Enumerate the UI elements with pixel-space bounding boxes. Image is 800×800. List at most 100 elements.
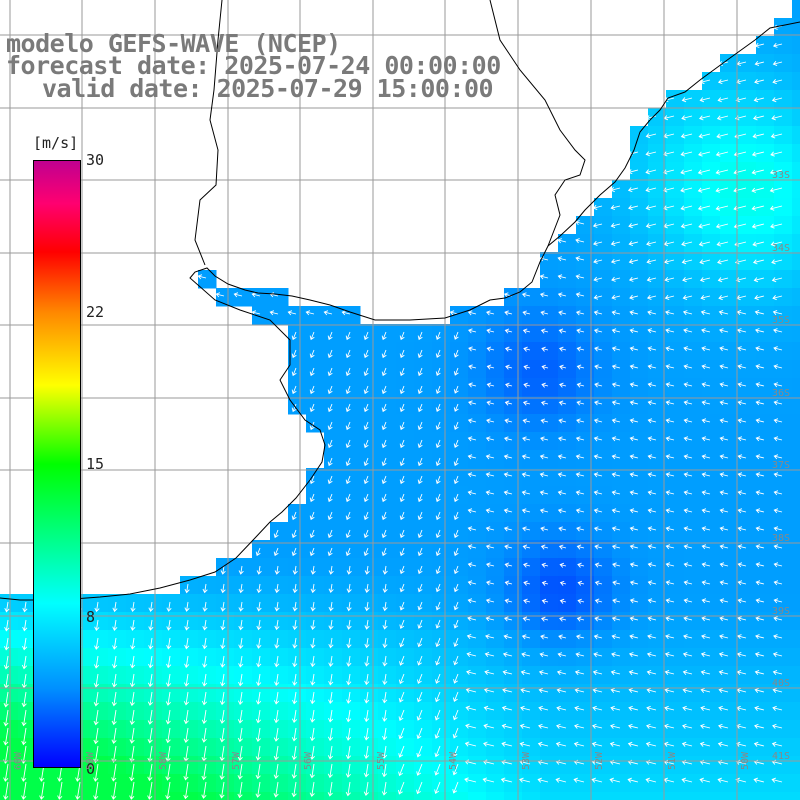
- wind-arrow: [611, 490, 621, 496]
- field-cell: [792, 774, 800, 793]
- field-cell: [306, 612, 325, 631]
- field-cell: [0, 666, 19, 685]
- wind-arrow: [523, 364, 531, 370]
- wind-arrow: [520, 687, 531, 693]
- field-cell: [612, 504, 631, 523]
- field-cell: [558, 450, 577, 469]
- wind-arrow: [682, 310, 693, 316]
- field-cell: [576, 792, 595, 800]
- wind-arrow: [502, 652, 513, 658]
- wind-arrow: [292, 601, 298, 612]
- field-cell: [738, 774, 757, 793]
- field-cell: [702, 540, 721, 559]
- field-cell: [252, 738, 271, 757]
- field-cell: [684, 90, 703, 109]
- field-cell: [198, 720, 217, 739]
- field-cell: [774, 18, 793, 37]
- wind-arrow: [558, 346, 567, 352]
- wind-arrow: [575, 238, 585, 244]
- wind-arrow: [540, 526, 549, 532]
- field-cell: [666, 486, 685, 505]
- field-cell: [468, 306, 487, 325]
- field-cell: [648, 216, 667, 235]
- wind-arrow: [468, 382, 477, 388]
- wind-arrow: [646, 258, 657, 265]
- wind-arrow: [219, 763, 225, 780]
- field-cell: [666, 216, 685, 235]
- wind-arrow: [719, 472, 729, 478]
- wind-arrow: [755, 328, 765, 334]
- field-cell: [702, 594, 721, 613]
- wind-arrow: [111, 673, 118, 688]
- wind-arrow: [501, 741, 513, 747]
- wind-arrow: [381, 403, 387, 413]
- field-cell: [378, 360, 397, 379]
- field-cell: [594, 684, 613, 703]
- wind-arrow: [453, 421, 459, 430]
- field-cell: [774, 450, 793, 469]
- wind-arrow: [772, 42, 783, 48]
- field-cell: [684, 450, 703, 469]
- wind-arrow: [111, 763, 117, 782]
- wind-arrow: [219, 727, 225, 743]
- wind-arrow: [504, 310, 513, 316]
- field-cell: [558, 252, 577, 271]
- field-cell: [486, 702, 505, 721]
- field-cell: [558, 684, 577, 703]
- wind-arrow: [184, 655, 190, 669]
- field-cell: [720, 396, 739, 415]
- wind-arrow: [486, 364, 495, 370]
- field-cell: [738, 666, 757, 685]
- field-cell: [468, 504, 487, 523]
- field-cell: [360, 396, 379, 415]
- field-cell: [576, 234, 595, 253]
- wind-arrow: [166, 655, 172, 669]
- wind-arrow: [274, 655, 280, 668]
- field-cell: [504, 594, 523, 613]
- wind-arrow: [754, 687, 765, 694]
- field-cell: [684, 468, 703, 487]
- wind-arrow: [464, 741, 477, 747]
- wind-arrow: [21, 709, 27, 727]
- wind-arrow: [683, 328, 693, 334]
- field-cell: [540, 792, 559, 800]
- wind-arrow: [647, 418, 657, 424]
- wind-arrow: [751, 205, 765, 211]
- field-cell: [90, 702, 109, 721]
- field-cell: [792, 666, 800, 685]
- wind-arrow: [291, 511, 297, 521]
- wind-arrow: [504, 328, 513, 334]
- field-cell: [414, 612, 433, 631]
- field-cell: [630, 558, 649, 577]
- wind-arrow: [665, 562, 675, 568]
- field-cell: [450, 306, 469, 325]
- wind-arrow: [594, 580, 603, 586]
- field-cell: [792, 756, 800, 775]
- wind-arrow: [538, 670, 549, 676]
- wind-arrow: [559, 364, 567, 370]
- field-cell: [324, 432, 343, 451]
- field-cell: [738, 630, 757, 649]
- wind-arrow: [341, 310, 351, 316]
- wind-arrow: [309, 709, 316, 723]
- wind-arrow: [467, 418, 477, 424]
- field-cell: [270, 630, 289, 649]
- field-cell: [126, 594, 145, 613]
- field-cell: [306, 720, 325, 739]
- wind-arrow: [701, 472, 711, 478]
- field-cell: [558, 396, 577, 415]
- wind-arrow: [464, 777, 477, 783]
- field-cell: [612, 468, 631, 487]
- field-cell: [414, 648, 433, 667]
- wind-arrow: [485, 598, 495, 604]
- field-cell: [684, 486, 703, 505]
- field-cell: [540, 432, 559, 451]
- wind-arrow: [522, 328, 531, 334]
- field-cell: [360, 432, 379, 451]
- field-cell: [378, 576, 397, 595]
- field-cell: [720, 630, 739, 649]
- wind-arrow: [755, 562, 765, 568]
- wind-arrow: [327, 421, 333, 431]
- wind-arrow: [663, 741, 675, 747]
- wind-arrow: [646, 276, 657, 282]
